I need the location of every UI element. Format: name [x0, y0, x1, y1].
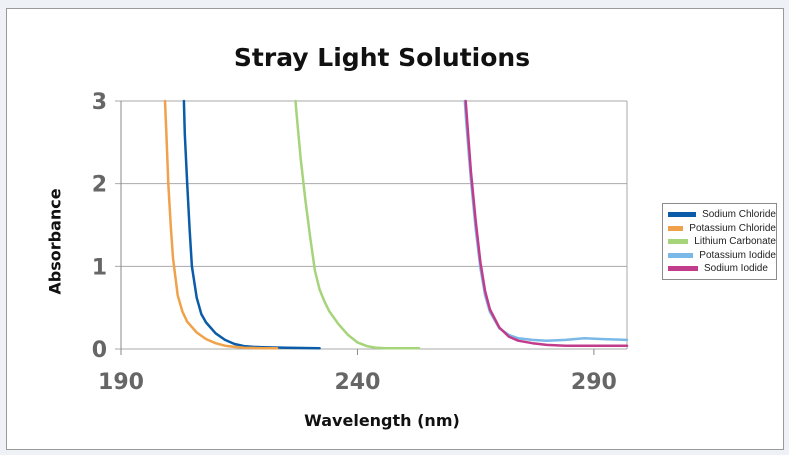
y-tick-label: 0 — [92, 338, 107, 363]
legend-label: Sodium Iodide — [704, 263, 768, 275]
legend-label: Potassium Iodide — [699, 249, 776, 261]
chart-legend: Sodium Chloride Potassium Chloride Lithium… — [662, 203, 777, 280]
series-line-lithium-carbonate — [294, 99, 421, 350]
legend-swatch — [668, 266, 698, 272]
y-tick-label: 1 — [92, 255, 107, 280]
legend-swatch — [668, 225, 684, 231]
legend-item: Potassium Iodide — [668, 249, 776, 263]
x-axis-label: Wavelength (nm) — [304, 411, 460, 430]
y-tick-label: 3 — [92, 90, 107, 115]
chart-frame: Stray Light Solutions 0 1 2 3 190 240 290 Abso… — [6, 8, 784, 450]
legend-item: Potassium Chloride — [668, 222, 776, 236]
x-tick-label: 290 — [571, 370, 617, 395]
line-chart: 0 1 2 3 190 240 290 — [92, 90, 629, 395]
legend-swatch — [668, 212, 697, 218]
legend-label: Potassium Chloride — [689, 222, 776, 234]
axes: 0 1 2 3 190 240 290 — [92, 90, 617, 395]
y-tick-label: 2 — [92, 173, 107, 198]
x-tick-label: 190 — [98, 370, 144, 395]
series-lines — [163, 99, 629, 350]
legend-item: Sodium Iodide — [668, 262, 776, 276]
legend-item: Lithium Carbonate — [668, 235, 776, 249]
legend-swatch — [668, 239, 689, 245]
series-line-potassium-chloride — [163, 99, 279, 350]
grid-lines — [115, 100, 628, 350]
legend-label: Sodium Chloride — [702, 209, 776, 221]
legend-label: Lithium Carbonate — [694, 236, 776, 248]
chart-title: Stray Light Solutions — [233, 43, 531, 72]
legend-swatch — [668, 252, 694, 258]
legend-item: Sodium Chloride — [668, 208, 776, 222]
y-axis-label: Absorbance — [45, 188, 65, 295]
series-line-sodium-iodide — [464, 99, 629, 347]
x-tick-label: 240 — [334, 370, 380, 395]
